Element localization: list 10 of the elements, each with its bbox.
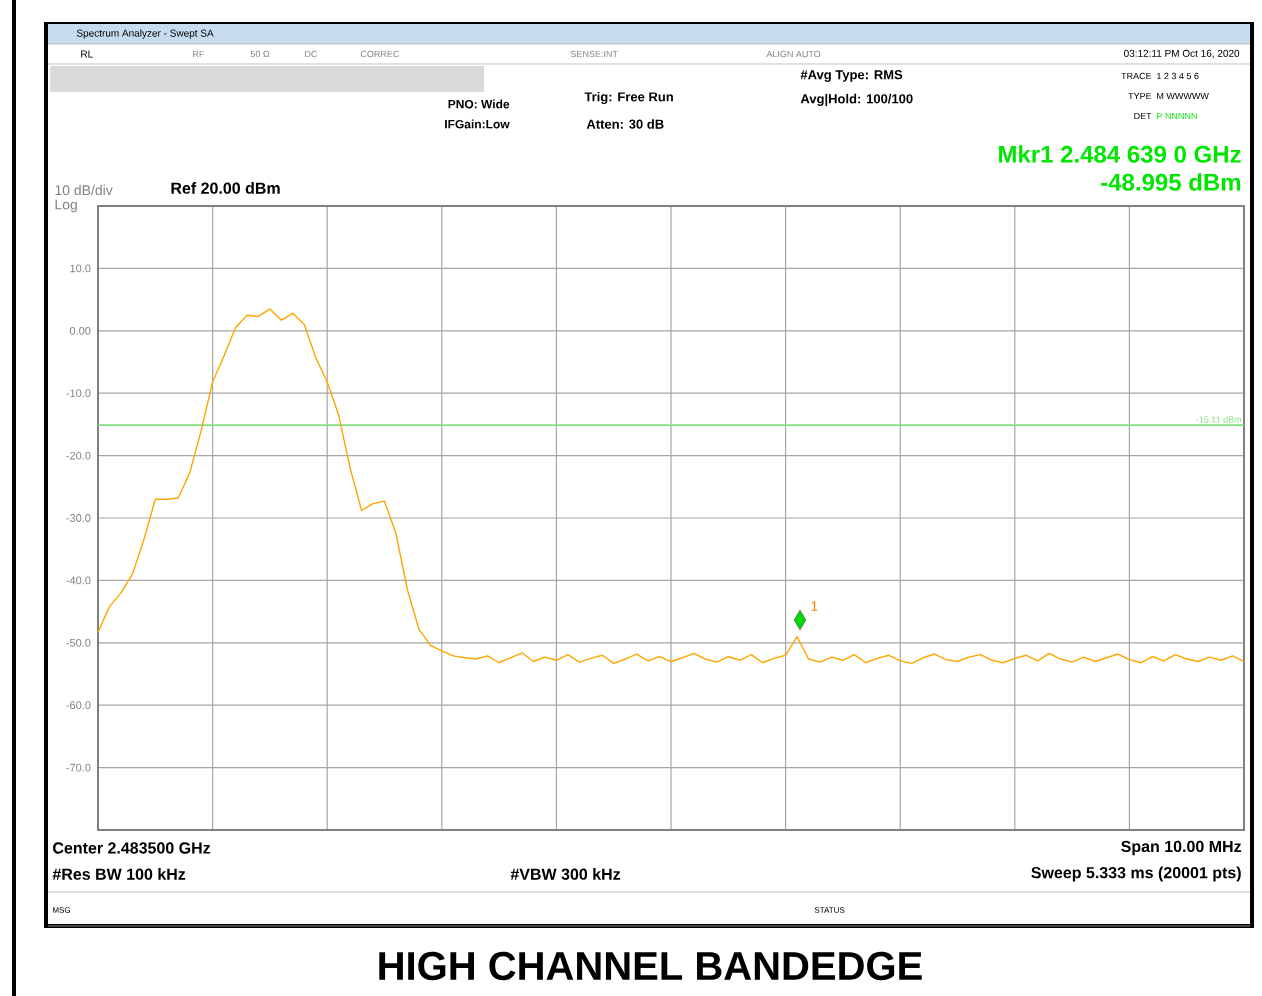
text: Center 2.483500 GHz (53, 842, 211, 854)
text: #VBW 300 kHz (510, 868, 621, 880)
text: Mkr1 2.484 639 0 GHz (999, 145, 1241, 163)
text: HIGH CHANNEL BANDEDGE (379, 951, 922, 981)
text: #Res BW 100 kHz (52, 868, 186, 880)
line-series (97, 308, 1245, 665)
text: Span 10.00 MHz (1121, 840, 1242, 856)
text: Ref 20.00 dBm (171, 182, 280, 194)
text: -48.995 dBm (1101, 173, 1241, 191)
text: Sweep 5.333 ms (20001 pts) (1031, 866, 1241, 882)
